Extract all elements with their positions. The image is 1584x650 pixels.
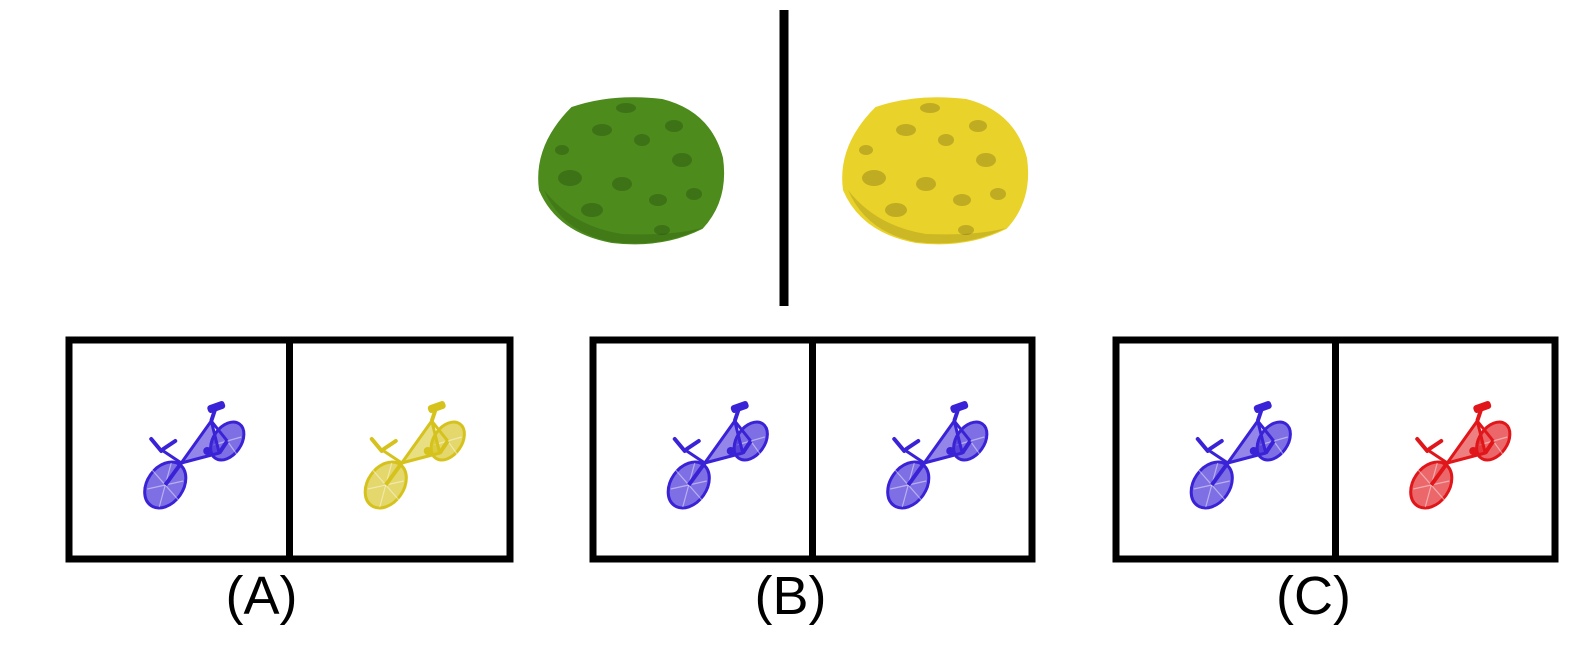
answer-options: (A) (B) (C) — [65, 336, 1559, 626]
option-c[interactable]: (C) — [1112, 336, 1559, 626]
example-right-cookie — [842, 97, 1029, 245]
option-label: (A) — [226, 566, 298, 626]
example-left-cookie — [538, 97, 725, 245]
option-label: (B) — [755, 566, 827, 626]
example-pair — [538, 10, 1029, 306]
option-a[interactable]: (A) — [65, 336, 514, 626]
option-label: (C) — [1276, 566, 1351, 626]
option-b[interactable]: (B) — [589, 336, 1036, 626]
